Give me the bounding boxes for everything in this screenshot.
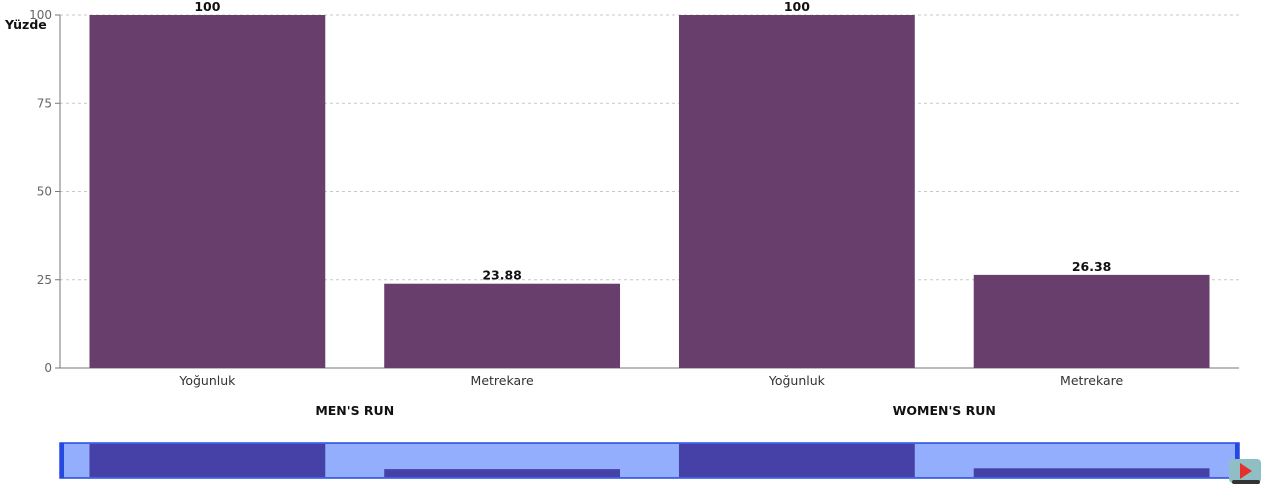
- bar: [89, 15, 326, 368]
- navigator-bar: [384, 469, 621, 477]
- y-tick-label: 0: [44, 361, 52, 375]
- x-tick-label: Yoğunluk: [178, 373, 236, 388]
- range-navigator[interactable]: [59, 442, 1240, 479]
- bars: [89, 15, 1210, 368]
- x-tick-label: Metrekare: [1060, 373, 1123, 388]
- group-label: WOMEN'S RUN: [893, 403, 996, 418]
- x-tick-label: Yoğunluk: [768, 373, 826, 388]
- navigator-bar: [89, 444, 326, 477]
- x-tick-label: Metrekare: [471, 373, 534, 388]
- y-tick-label: 100: [29, 8, 52, 22]
- play-button-shadow: [1232, 480, 1260, 484]
- y-tick-label: 75: [37, 96, 52, 110]
- play-button[interactable]: [1229, 459, 1261, 484]
- data-label: 100: [194, 0, 220, 14]
- navigator-bar: [973, 468, 1210, 477]
- labels: 100 Yoğunluk 23.88 Metrekare MEN'S RUN 100 Yoğ…: [178, 0, 1123, 418]
- y-axis-title: Yüzde: [4, 17, 47, 32]
- y-tick-label: 50: [37, 185, 52, 199]
- bar: [973, 274, 1210, 368]
- y-tick-label: 25: [37, 273, 52, 287]
- bar: [678, 15, 915, 368]
- range-handle-icon[interactable]: [60, 443, 64, 478]
- group-label: MEN'S RUN: [315, 403, 394, 418]
- navigator-bar: [678, 444, 915, 477]
- bar: [384, 283, 621, 368]
- data-label: 100: [784, 0, 810, 14]
- gridlines: [60, 14, 1239, 281]
- data-label: 26.38: [1072, 259, 1112, 274]
- play-icon: [1240, 463, 1252, 479]
- data-label: 23.88: [482, 268, 522, 283]
